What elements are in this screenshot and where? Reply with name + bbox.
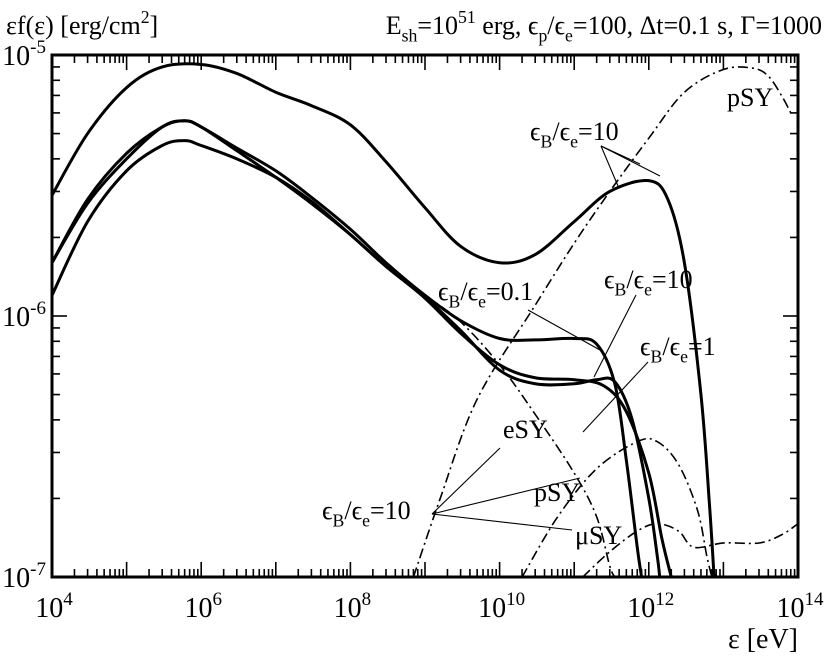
annotation-leader-line	[582, 361, 649, 433]
annotation-label: pSY	[534, 478, 580, 507]
x-axis-label: ε [eV]	[728, 624, 798, 655]
annotation-label: μSY	[575, 521, 622, 550]
series-total-eB-eE-10	[52, 62, 716, 577]
x-tick-label: 104	[35, 589, 73, 624]
y-axis-label: εf(ε) [erg/cm2]	[6, 7, 158, 40]
annotation-leaders	[431, 145, 661, 531]
annotation-leader-line	[431, 513, 573, 531]
annotation-label: ϵB/ϵe=0.1	[438, 277, 533, 311]
annotation-leader-line	[431, 477, 581, 515]
x-tick-label: 108	[334, 589, 372, 624]
x-tick-label: 106	[184, 589, 222, 624]
parameters-title: Esh=1051 erg, ϵp/ϵe=100, Δt=0.1 s, Γ=100…	[386, 7, 822, 45]
axis-ticks	[52, 55, 798, 577]
y-tick-label: 10-5	[2, 37, 46, 72]
y-tick-label: 10-7	[2, 559, 46, 594]
annotation-label: ϵB/ϵe=10	[604, 265, 693, 299]
annotation-leader-line	[431, 447, 501, 515]
annotations: pSY ϵB/ϵe=10 ϵB/ϵe=0.1 ϵB/ϵe=10 ϵB/ϵe=1 eSY pS…	[322, 83, 773, 550]
series-group	[52, 62, 798, 577]
x-tick-label: 1014	[777, 589, 825, 624]
y-tick-label: 10-6	[2, 298, 46, 333]
annotation-leader-line	[593, 294, 637, 378]
annotation-label: eSY	[503, 415, 548, 444]
series-pSY	[521, 437, 713, 577]
annotation-label: pSY	[727, 83, 773, 112]
plot-frame	[50, 53, 800, 579]
annotation-leader-line	[527, 309, 601, 351]
series-muSY	[582, 522, 798, 577]
series-pSY-eB-eE-10	[412, 66, 792, 577]
x-tick-label: 1012	[627, 589, 674, 624]
annotation-label: ϵB/ϵe=10	[322, 496, 411, 530]
series-total-eB-eE-10-lower	[52, 139, 662, 577]
annotation-label: ϵB/ϵe=1	[640, 332, 716, 366]
y-tick-labels: 10-7 10-6 10-5	[2, 37, 46, 594]
chart-header: εf(ε) [erg/cm2] Esh=1051 erg, ϵp/ϵe=100, …	[6, 7, 822, 45]
x-tick-labels: 104 106 108 1010 1012 1014	[35, 589, 824, 624]
annotation-leader-line	[600, 145, 661, 177]
annotation-label: ϵB/ϵe=10	[530, 117, 619, 151]
x-tick-label: 1010	[478, 589, 525, 624]
annotation-leader-line	[600, 145, 619, 187]
